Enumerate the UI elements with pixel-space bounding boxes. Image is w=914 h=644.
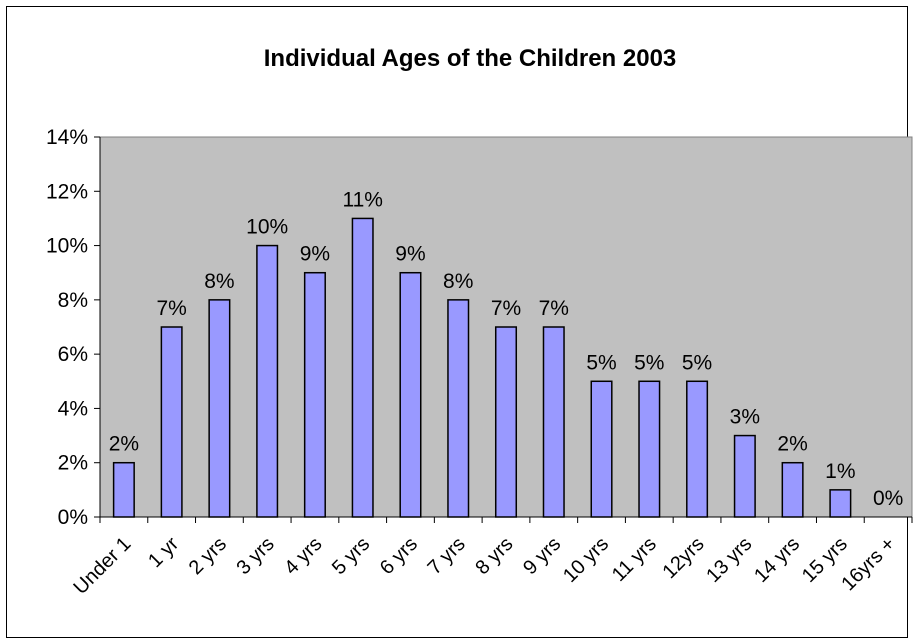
bar: [733, 434, 756, 518]
x-tick-label: Under 1: [70, 533, 136, 599]
bar: [494, 326, 518, 518]
x-tick-label: 14 yrs: [750, 533, 804, 587]
x-tick-label: 2 yrs: [185, 533, 231, 579]
bar: [208, 299, 231, 518]
bar: [638, 380, 661, 518]
x-tick-label: 7 yrs: [424, 533, 470, 579]
x-tick-label: 8 yrs: [471, 533, 517, 579]
bar: [351, 217, 374, 518]
data-label: 2%: [777, 433, 807, 456]
data-label: 11%: [342, 188, 382, 211]
data-label: 9%: [395, 243, 425, 266]
data-label: 10%: [246, 216, 288, 239]
data-label: 8%: [204, 270, 234, 293]
bar: [542, 326, 565, 518]
bar-layer: [112, 217, 852, 518]
bar: [829, 489, 852, 518]
y-tick-label: 4%: [58, 397, 88, 420]
y-tick-label: 6%: [58, 343, 88, 366]
data-label: 5%: [634, 351, 664, 374]
bar: [447, 299, 470, 518]
chart-title: Individual Ages of the Children 2003: [264, 45, 677, 72]
bar: [160, 326, 183, 518]
y-tick-label: 14%: [46, 126, 88, 149]
data-label: 2%: [109, 433, 139, 456]
y-tick-label: 0%: [58, 506, 88, 529]
x-tick-label: 3 yrs: [233, 533, 279, 579]
bar: [399, 271, 422, 518]
y-tick-label: 8%: [58, 289, 88, 312]
bar: [590, 380, 613, 518]
x-tick-label: 10 yrs: [559, 533, 613, 587]
y-tick-label: 10%: [46, 235, 88, 258]
data-label: 7%: [156, 297, 186, 320]
x-tick-label: 6 yrs: [376, 533, 422, 579]
data-label: 1%: [825, 460, 855, 483]
data-label: 3%: [730, 406, 760, 429]
bar: [781, 461, 804, 518]
x-tick-label: 13 yrs: [702, 533, 756, 587]
x-tick-label: 12yrs: [658, 533, 708, 583]
bar: [256, 244, 279, 518]
data-label: 0%: [873, 487, 903, 510]
data-label: 5%: [586, 351, 616, 374]
data-label: 9%: [300, 243, 330, 266]
x-tick-label: 4 yrs: [280, 533, 326, 579]
x-tick-label: 16yrs +: [837, 533, 899, 595]
bar: [686, 380, 709, 518]
data-label: 8%: [443, 270, 473, 293]
bar: [303, 271, 326, 518]
data-label: 7%: [539, 297, 569, 320]
x-tick-label: 1 yr: [144, 533, 183, 572]
data-label: 7%: [491, 297, 521, 320]
bar: [112, 461, 135, 518]
data-label: 5%: [682, 351, 712, 374]
y-tick-label: 12%: [46, 180, 88, 203]
y-tick-label: 2%: [58, 452, 88, 475]
x-tick-label: 5 yrs: [328, 533, 374, 579]
x-tick-label: 11 yrs: [608, 533, 661, 586]
